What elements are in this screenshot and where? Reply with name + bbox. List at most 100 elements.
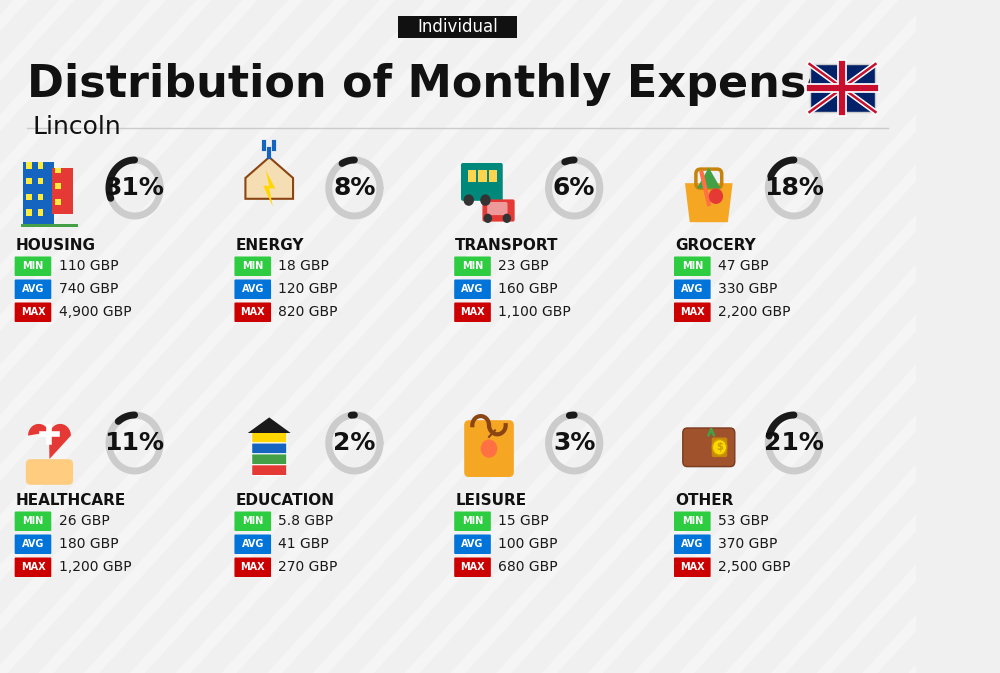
FancyBboxPatch shape bbox=[234, 557, 271, 577]
Text: MAX: MAX bbox=[680, 307, 705, 317]
FancyBboxPatch shape bbox=[234, 302, 271, 322]
FancyBboxPatch shape bbox=[15, 511, 51, 531]
FancyBboxPatch shape bbox=[674, 279, 711, 299]
Text: MIN: MIN bbox=[242, 516, 263, 526]
Text: 15 GBP: 15 GBP bbox=[498, 514, 549, 528]
Polygon shape bbox=[245, 157, 293, 199]
Text: 2%: 2% bbox=[333, 431, 376, 455]
FancyBboxPatch shape bbox=[15, 534, 51, 554]
FancyBboxPatch shape bbox=[55, 183, 61, 189]
Text: 110 GBP: 110 GBP bbox=[59, 259, 118, 273]
Text: MIN: MIN bbox=[22, 516, 44, 526]
FancyBboxPatch shape bbox=[487, 202, 508, 215]
FancyBboxPatch shape bbox=[38, 209, 43, 216]
Text: 330 GBP: 330 GBP bbox=[718, 282, 777, 296]
Text: MIN: MIN bbox=[682, 261, 703, 271]
Text: OTHER: OTHER bbox=[675, 493, 733, 508]
Polygon shape bbox=[685, 183, 733, 222]
FancyBboxPatch shape bbox=[252, 443, 287, 454]
FancyBboxPatch shape bbox=[15, 302, 51, 322]
FancyBboxPatch shape bbox=[454, 256, 491, 276]
FancyBboxPatch shape bbox=[234, 534, 271, 554]
Text: LEISURE: LEISURE bbox=[455, 493, 526, 508]
Text: 47 GBP: 47 GBP bbox=[718, 259, 769, 273]
Text: 820 GBP: 820 GBP bbox=[278, 305, 338, 319]
Text: 120 GBP: 120 GBP bbox=[278, 282, 338, 296]
Text: 21%: 21% bbox=[764, 431, 824, 455]
FancyBboxPatch shape bbox=[257, 429, 281, 433]
Polygon shape bbox=[263, 170, 275, 207]
Text: MIN: MIN bbox=[462, 516, 483, 526]
Text: MAX: MAX bbox=[21, 307, 45, 317]
FancyBboxPatch shape bbox=[674, 557, 711, 577]
FancyBboxPatch shape bbox=[674, 302, 711, 322]
Text: EDUCATION: EDUCATION bbox=[235, 493, 334, 508]
FancyBboxPatch shape bbox=[454, 557, 491, 577]
FancyBboxPatch shape bbox=[464, 420, 514, 477]
Text: MAX: MAX bbox=[240, 562, 265, 572]
Text: 2,200 GBP: 2,200 GBP bbox=[718, 305, 790, 319]
Text: 160 GBP: 160 GBP bbox=[498, 282, 558, 296]
Text: MAX: MAX bbox=[680, 562, 705, 572]
Text: MIN: MIN bbox=[462, 261, 483, 271]
Circle shape bbox=[503, 213, 511, 223]
FancyBboxPatch shape bbox=[461, 163, 503, 201]
FancyBboxPatch shape bbox=[468, 170, 476, 182]
Circle shape bbox=[484, 213, 492, 223]
Text: 180 GBP: 180 GBP bbox=[59, 537, 118, 551]
FancyBboxPatch shape bbox=[482, 199, 515, 221]
FancyBboxPatch shape bbox=[674, 511, 711, 531]
FancyBboxPatch shape bbox=[21, 223, 78, 227]
FancyBboxPatch shape bbox=[810, 64, 875, 112]
Text: 1,100 GBP: 1,100 GBP bbox=[498, 305, 571, 319]
Text: GROCERY: GROCERY bbox=[675, 238, 756, 253]
Text: AVG: AVG bbox=[681, 284, 703, 294]
Text: Distribution of Monthly Expenses: Distribution of Monthly Expenses bbox=[27, 63, 863, 106]
Text: TRANSPORT: TRANSPORT bbox=[455, 238, 559, 253]
Text: AVG: AVG bbox=[681, 539, 703, 549]
Circle shape bbox=[709, 188, 723, 204]
Text: 100 GBP: 100 GBP bbox=[498, 537, 558, 551]
FancyBboxPatch shape bbox=[38, 178, 43, 184]
FancyBboxPatch shape bbox=[38, 194, 43, 200]
FancyBboxPatch shape bbox=[252, 432, 287, 443]
Text: 8%: 8% bbox=[333, 176, 376, 200]
Text: AVG: AVG bbox=[22, 284, 44, 294]
Text: 740 GBP: 740 GBP bbox=[59, 282, 118, 296]
FancyBboxPatch shape bbox=[489, 170, 497, 182]
Text: 23 GBP: 23 GBP bbox=[498, 259, 549, 273]
FancyBboxPatch shape bbox=[252, 464, 287, 476]
FancyBboxPatch shape bbox=[26, 162, 32, 169]
Text: AVG: AVG bbox=[242, 539, 264, 549]
FancyBboxPatch shape bbox=[55, 199, 61, 205]
FancyBboxPatch shape bbox=[674, 256, 711, 276]
Text: MAX: MAX bbox=[460, 562, 485, 572]
Text: 3%: 3% bbox=[553, 431, 595, 455]
FancyBboxPatch shape bbox=[234, 256, 271, 276]
Text: MAX: MAX bbox=[21, 562, 45, 572]
FancyBboxPatch shape bbox=[252, 454, 287, 464]
FancyBboxPatch shape bbox=[26, 209, 32, 216]
FancyBboxPatch shape bbox=[674, 534, 711, 554]
FancyBboxPatch shape bbox=[15, 256, 51, 276]
Text: AVG: AVG bbox=[461, 539, 484, 549]
Text: 6%: 6% bbox=[553, 176, 595, 200]
FancyBboxPatch shape bbox=[15, 279, 51, 299]
Polygon shape bbox=[28, 424, 71, 459]
FancyBboxPatch shape bbox=[234, 279, 271, 299]
Polygon shape bbox=[697, 168, 721, 188]
Text: MIN: MIN bbox=[22, 261, 44, 271]
Text: 11%: 11% bbox=[105, 431, 165, 455]
Text: AVG: AVG bbox=[242, 284, 264, 294]
Polygon shape bbox=[248, 417, 291, 433]
Circle shape bbox=[464, 194, 474, 206]
FancyBboxPatch shape bbox=[712, 437, 727, 457]
Circle shape bbox=[481, 439, 497, 458]
Text: 2,500 GBP: 2,500 GBP bbox=[718, 560, 790, 574]
FancyBboxPatch shape bbox=[26, 194, 32, 200]
Text: 4,900 GBP: 4,900 GBP bbox=[59, 305, 131, 319]
Text: 5.8 GBP: 5.8 GBP bbox=[278, 514, 334, 528]
FancyBboxPatch shape bbox=[15, 557, 51, 577]
FancyBboxPatch shape bbox=[454, 302, 491, 322]
Text: 18 GBP: 18 GBP bbox=[278, 259, 329, 273]
